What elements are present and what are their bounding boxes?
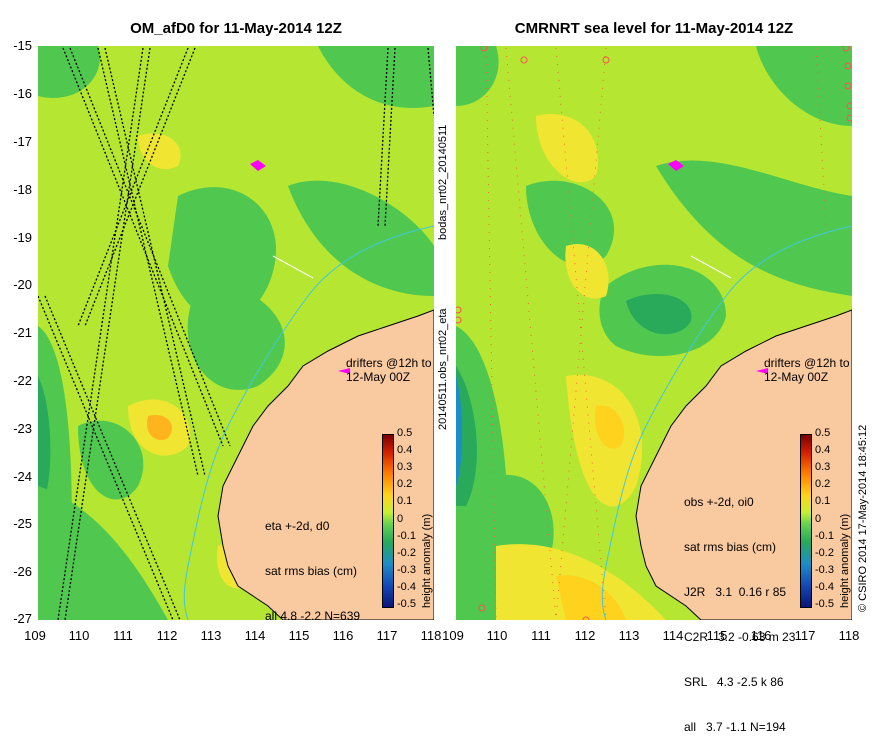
y-tick: -17 <box>13 134 32 149</box>
cb-tick: 0 <box>397 513 404 525</box>
left-colorbar-label: height anomaly (m) <box>421 513 433 608</box>
cb-tick: 0.5 <box>815 427 831 439</box>
x-tick: 115 <box>288 628 310 643</box>
cb-tick: -0.4 <box>397 581 416 593</box>
y-tick: -18 <box>13 182 32 197</box>
y-tick: -20 <box>13 277 32 292</box>
cb-tick: 0 <box>815 513 822 525</box>
right-obs-line-2: sat rms bias (cm) <box>684 540 777 554</box>
left-colorbar <box>382 434 394 608</box>
left-map-svg <box>38 46 434 620</box>
x-tick: 114 <box>244 628 266 643</box>
cb-tick: -0.4 <box>815 581 834 593</box>
cb-tick: -0.2 <box>397 547 416 559</box>
right-obs-line-6: all 3.7 -1.1 N=194 <box>684 720 786 734</box>
y-tick: -22 <box>13 373 32 388</box>
x-tick: 117 <box>376 628 398 643</box>
left-panel-title: OM_afD0 for 11-May-2014 12Z <box>130 20 342 37</box>
y-tick: -24 <box>13 469 32 484</box>
left-obs-stats: eta +-2d, d0 sat rms bias (cm) all 4.8 -… <box>265 489 360 639</box>
cb-tick: -0.5 <box>397 598 416 610</box>
right-obs-line-1: obs +-2d, oi0 <box>684 495 754 509</box>
x-tick: 112 <box>156 628 178 643</box>
cb-tick: -0.2 <box>815 547 834 559</box>
cb-tick: 0.2 <box>815 478 831 490</box>
y-tick: -27 <box>13 611 32 626</box>
x-tick: 117 <box>794 628 816 643</box>
cb-tick: 0.4 <box>815 444 831 456</box>
left-obs-line-2: sat rms bias (cm) <box>265 564 358 578</box>
left-obs-line-3: all 4.8 -2.2 N=639 <box>265 609 361 623</box>
right-panel-title: CMRNRT sea level for 11-May-2014 12Z <box>514 20 794 37</box>
x-tick: 110 <box>68 628 90 643</box>
y-tick: -15 <box>13 38 32 53</box>
right-obs-stats: obs +-2d, oi0 sat rms bias (cm) J2R 3.1 … <box>684 465 795 750</box>
cb-tick: 0.1 <box>815 495 831 507</box>
left-map <box>38 46 434 620</box>
cb-tick: 0.3 <box>815 461 831 473</box>
y-tick: -19 <box>13 230 32 245</box>
x-tick: 113 <box>618 628 640 643</box>
x-tick: 110 <box>486 628 508 643</box>
cb-tick: 0.1 <box>397 495 413 507</box>
cb-tick: -0.5 <box>815 598 834 610</box>
right-drifters-line-2: 12-May 00Z <box>764 370 829 384</box>
cb-tick: 0.2 <box>397 478 413 490</box>
x-tick: 111 <box>113 628 133 643</box>
x-tick: 116 <box>332 628 354 643</box>
right-drifters-label: drifters @12h to 12-May 00Z <box>764 356 850 384</box>
right-obs-line-5: SRL 4.3 -2.5 k 86 <box>684 675 784 689</box>
right-map <box>456 46 852 620</box>
cb-tick: -0.1 <box>397 530 416 542</box>
cb-tick: 0.5 <box>397 427 413 439</box>
x-tick: 113 <box>200 628 222 643</box>
left-drifters-line-1: drifters @12h to <box>346 356 432 370</box>
middle-bottom-label: 20140511.obs_nrt02_eta <box>437 308 449 430</box>
left-drifters-label: drifters @12h to 12-May 00Z <box>346 356 432 384</box>
right-obs-line-4: C2R 3.2 -0.63 m 23 <box>684 630 796 644</box>
y-tick: -23 <box>13 421 32 436</box>
x-tick: 118 <box>420 628 442 643</box>
x-tick: 112 <box>574 628 596 643</box>
right-colorbar-label: height anomaly (m) <box>839 513 851 608</box>
right-obs-line-3: J2R 3.1 0.16 r 85 <box>684 585 787 599</box>
y-tick: -16 <box>13 86 32 101</box>
x-tick: 111 <box>531 628 551 643</box>
x-tick: 115 <box>706 628 728 643</box>
cb-tick: -0.3 <box>815 564 834 576</box>
cb-tick: -0.1 <box>815 530 834 542</box>
right-map-svg <box>456 46 852 620</box>
x-tick: 118 <box>838 628 860 643</box>
copyright-label: © CSIRO 2014 17-May-2014 18:45:12 <box>857 424 869 612</box>
y-tick: -25 <box>13 516 32 531</box>
left-obs-line-1: eta +-2d, d0 <box>265 519 330 533</box>
left-drifters-line-2: 12-May 00Z <box>346 370 411 384</box>
x-tick: 109 <box>442 628 464 643</box>
cb-tick: 0.4 <box>397 444 413 456</box>
right-colorbar <box>800 434 812 608</box>
x-tick: 114 <box>662 628 684 643</box>
y-tick: -21 <box>13 325 32 340</box>
middle-top-label: bodas_nrt02_20140511 <box>437 124 449 240</box>
cb-tick: -0.3 <box>397 564 416 576</box>
right-drifters-line-1: drifters @12h to <box>764 356 850 370</box>
x-tick: 116 <box>750 628 772 643</box>
cb-tick: 0.3 <box>397 461 413 473</box>
y-tick: -26 <box>13 564 32 579</box>
x-tick: 109 <box>24 628 46 643</box>
